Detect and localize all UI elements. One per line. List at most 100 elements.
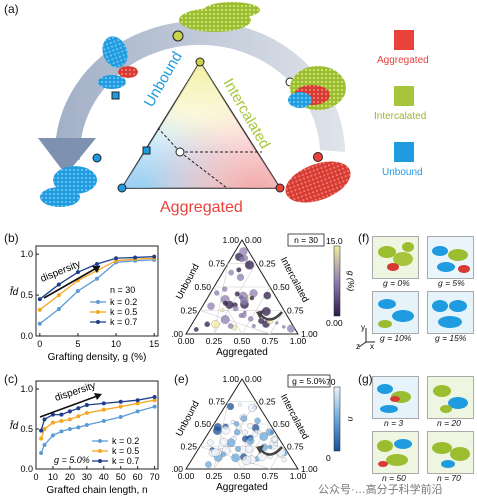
panel-a-label: (a): [4, 2, 19, 16]
svg-text:z: z: [356, 342, 360, 350]
legend-marker: [96, 300, 100, 304]
bottom-tick-label: 1.00: [290, 336, 307, 346]
data-bubble: [211, 448, 220, 457]
grid-line: [213, 286, 243, 335]
colorbar-label: g (%): [346, 271, 356, 291]
data-bubble: [240, 297, 249, 306]
data-bubble: [243, 310, 247, 315]
data-point: [95, 276, 99, 281]
right-tick-label: 1.00: [301, 329, 318, 339]
data-bubble: [220, 315, 230, 325]
right-tick-label: 0.50: [273, 282, 290, 292]
data-point: [152, 398, 157, 403]
panel-e-label: (e): [174, 372, 189, 386]
panel-g-label: (g): [358, 372, 373, 386]
label-box-text: n = 30: [294, 235, 318, 245]
bottom-tick-label: 0.50: [234, 336, 251, 346]
data-bubble: [251, 324, 256, 328]
data-bubble: [246, 436, 255, 445]
mixed-structure: [288, 66, 346, 110]
inset-text: g = 5.0%: [54, 455, 90, 465]
panel-c-label: (c): [4, 372, 18, 386]
data-point: [59, 429, 64, 434]
svg-text:y: y: [361, 323, 365, 332]
legend-label-unbound: Unbound: [382, 167, 423, 178]
data-bubble: [193, 327, 199, 332]
data-bubble: [249, 295, 255, 301]
data-bubble: [233, 421, 240, 427]
x-tick-label: 15: [149, 339, 159, 349]
data-point: [152, 404, 157, 409]
caption-g-1: n = 3: [384, 418, 404, 428]
right-tick-label: 0.75: [287, 306, 304, 316]
data-point: [59, 412, 64, 417]
y-tick-label: 0.5: [20, 424, 33, 434]
x-tick-label: 10: [48, 472, 58, 482]
dispersity-label: dispersity: [39, 259, 82, 285]
data-point: [101, 419, 106, 423]
data-bubble: [236, 267, 242, 273]
x-tick-label: 20: [65, 472, 75, 482]
y-tick-label: 0.0: [20, 331, 33, 341]
dispersity-arrow: [43, 265, 101, 299]
thumb-g-4: [427, 431, 474, 474]
data-bubble: [205, 461, 212, 468]
legend-label: k = 0.2: [110, 297, 137, 307]
dispersity-arrowhead: [92, 266, 100, 273]
data-bubble: [247, 423, 254, 429]
caption-f-2: g = 5%: [438, 278, 465, 288]
caption-f-4: g = 15%: [435, 333, 467, 343]
data-bubble: [249, 289, 258, 298]
rotation-arrowhead: [256, 310, 264, 319]
data-bubble: [242, 429, 248, 436]
data-point: [50, 420, 55, 425]
left-tick-label: 0.00: [172, 329, 183, 339]
label-box: [287, 233, 325, 247]
data-bubble: [239, 247, 248, 256]
data-point: [114, 256, 119, 261]
left-tick-label: 1.00: [222, 374, 239, 384]
label-box-text: g = 5.0%: [292, 376, 326, 386]
data-bubble: [238, 256, 245, 263]
bottom-tick-label: 0.00: [178, 471, 195, 481]
legend-swatch-unbound: [394, 142, 414, 162]
data-bubble: [221, 451, 227, 457]
thumb-g-1: [372, 376, 419, 419]
legend-swatch-aggregated: [394, 30, 414, 50]
data-point: [42, 443, 47, 447]
legend-label-aggregated: Aggregated: [377, 55, 429, 66]
data-point: [37, 321, 42, 326]
left-tick-label: 0.50: [194, 282, 211, 292]
bottom-tick-label: 0.50: [234, 471, 251, 481]
grid-line: [199, 310, 271, 335]
axis-label-intercalated: Intercalated: [278, 255, 311, 304]
data-bubble: [228, 269, 234, 276]
data-bubble: [207, 439, 214, 446]
left-tick-label: 0.00: [172, 464, 183, 474]
data-bubble: [247, 316, 254, 322]
data-point: [67, 417, 72, 422]
intercalated-structure: [179, 2, 260, 32]
data-point: [39, 428, 44, 433]
panel-d-label: (d): [174, 231, 189, 245]
data-bubble: [238, 402, 242, 407]
x-tick-label: 70: [150, 472, 160, 482]
panel-f-label: (f): [358, 231, 370, 245]
watermark-text: 公众号·…高分子科学前沿: [318, 484, 443, 496]
axis-label-aggregated: Aggregated: [216, 347, 268, 358]
data-bubble: [248, 403, 257, 412]
rotation-arrow: [259, 311, 283, 321]
data-bubble: [214, 290, 220, 296]
triangle-label-aggregated: Aggregated: [160, 199, 243, 216]
data-point: [84, 411, 89, 415]
schematic-panel-a: Unbound Intercalated Aggregated: [38, 2, 351, 216]
data-point: [42, 427, 47, 431]
left-tick-label: 0.25: [180, 306, 197, 316]
right-tick-label: 0.75: [287, 442, 304, 452]
data-point: [67, 427, 72, 431]
data-bubble: [268, 445, 273, 450]
data-bubble: [245, 445, 253, 453]
x-tick-label: 10: [111, 339, 121, 349]
data-point: [50, 433, 55, 438]
thumb-f-1: [372, 236, 419, 279]
